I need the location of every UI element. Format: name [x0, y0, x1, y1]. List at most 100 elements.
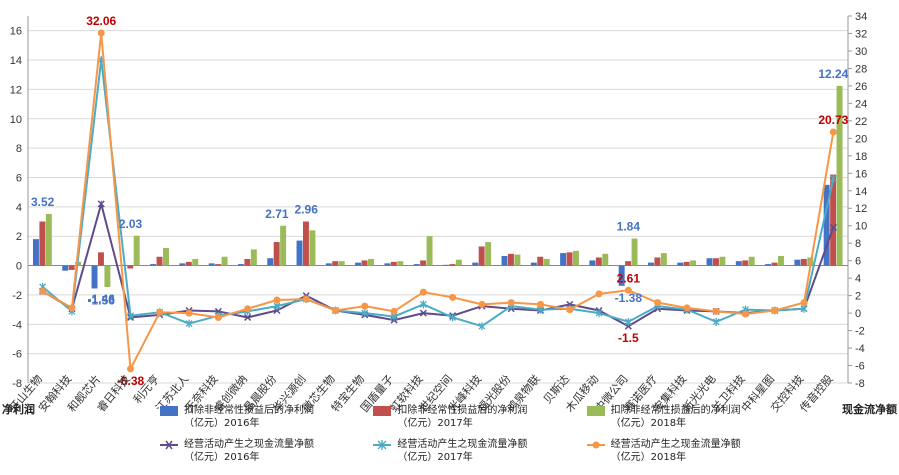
line-point	[185, 319, 193, 328]
legend-swatch	[373, 406, 392, 416]
legend-sublabel: （亿元）2018年	[610, 452, 687, 463]
line-point	[537, 300, 544, 308]
bar	[647, 262, 654, 266]
left-tick-label: 2	[16, 231, 22, 243]
left-axis-title: 净利润	[2, 402, 35, 416]
bar	[771, 262, 778, 266]
left-tick-label: -2	[12, 290, 22, 302]
bar	[368, 258, 374, 266]
right-tick-label: 2	[855, 291, 861, 303]
legend-sublabel: （亿元）2016年	[184, 452, 260, 463]
right-tick-label: 18	[855, 151, 867, 163]
bar	[150, 264, 157, 266]
bar	[355, 262, 362, 266]
right-tick-label: 26	[855, 81, 867, 93]
left-tick-label: -8	[12, 378, 22, 390]
data-label: -1.38	[615, 291, 643, 305]
bar	[325, 263, 332, 266]
data-label: 3.52	[31, 195, 55, 209]
bar	[472, 262, 479, 266]
bar	[442, 264, 449, 266]
bar	[602, 253, 609, 266]
bar	[192, 258, 199, 266]
bar	[296, 240, 303, 266]
data-label: -1.56	[88, 293, 116, 307]
right-tick-label: -8	[855, 378, 865, 390]
series-line	[42, 59, 835, 328]
line-point	[156, 308, 164, 316]
bar	[543, 258, 550, 266]
line-point	[302, 295, 310, 303]
line-point	[624, 286, 632, 294]
bar	[332, 261, 339, 266]
legend-sublabel: （亿元）2017年	[397, 452, 473, 463]
bar	[836, 85, 843, 266]
bar	[478, 246, 485, 266]
legend-item-bar-2016: 扣除非经常性损益后的净利润 （亿元）2016年	[160, 404, 373, 438]
legend-item-line-2017: 经营活动产生之现金流量净额 （亿元）2017年	[373, 438, 586, 472]
left-tick-label: 14	[10, 55, 22, 67]
line-point	[742, 310, 749, 318]
legend-sublabel: （亿元）2017年	[397, 418, 473, 429]
bar	[68, 265, 75, 270]
bar	[778, 256, 784, 266]
right-tick-label: 4	[855, 273, 861, 285]
bar	[625, 261, 632, 266]
right-tick-label: 12	[855, 203, 867, 215]
data-label: -1.46	[88, 292, 116, 306]
data-label: 2.03	[119, 217, 143, 231]
line-point	[683, 304, 691, 312]
right-tick-label: 30	[855, 46, 867, 58]
bar	[426, 236, 433, 266]
line-point	[419, 309, 427, 317]
data-label: 20.73	[818, 113, 848, 127]
bar	[677, 262, 684, 266]
bar	[39, 221, 46, 266]
bar	[794, 259, 801, 266]
bar	[501, 256, 508, 266]
line-point	[419, 288, 427, 296]
bar	[566, 252, 573, 266]
line-point	[624, 317, 632, 326]
left-tick-label: 12	[10, 84, 22, 96]
bar	[384, 263, 391, 266]
bar	[179, 263, 186, 266]
bar	[449, 264, 456, 266]
bar	[127, 265, 134, 269]
bar	[309, 230, 316, 266]
line-point	[478, 300, 486, 308]
line-point	[390, 307, 398, 315]
bar	[45, 213, 52, 266]
bar	[618, 265, 625, 286]
right-tick-label: 24	[855, 98, 867, 110]
legend-sublabel: （亿元）2016年	[184, 418, 260, 429]
bar	[485, 242, 492, 266]
line-point	[654, 299, 662, 307]
line-point	[566, 306, 574, 314]
bar	[104, 265, 111, 287]
bar	[156, 256, 163, 266]
bar	[413, 264, 420, 266]
bar	[660, 253, 667, 266]
line-point	[361, 302, 369, 310]
bar	[742, 260, 749, 266]
right-tick-label: -4	[855, 343, 865, 355]
data-label: -1.5	[618, 331, 639, 345]
line-point	[829, 128, 837, 136]
line-point	[449, 293, 457, 301]
bar	[514, 254, 521, 266]
bar	[712, 258, 719, 266]
bar	[706, 258, 713, 266]
bar	[455, 259, 462, 266]
bar	[215, 264, 222, 266]
line-point	[185, 309, 193, 317]
left-tick-label: -4	[12, 319, 22, 331]
right-tick-label: 22	[855, 116, 867, 128]
bar	[589, 260, 596, 266]
right-tick-label: 10	[855, 221, 867, 233]
bar	[338, 261, 345, 266]
bar	[361, 260, 368, 266]
left-tick-label: -6	[12, 349, 22, 361]
